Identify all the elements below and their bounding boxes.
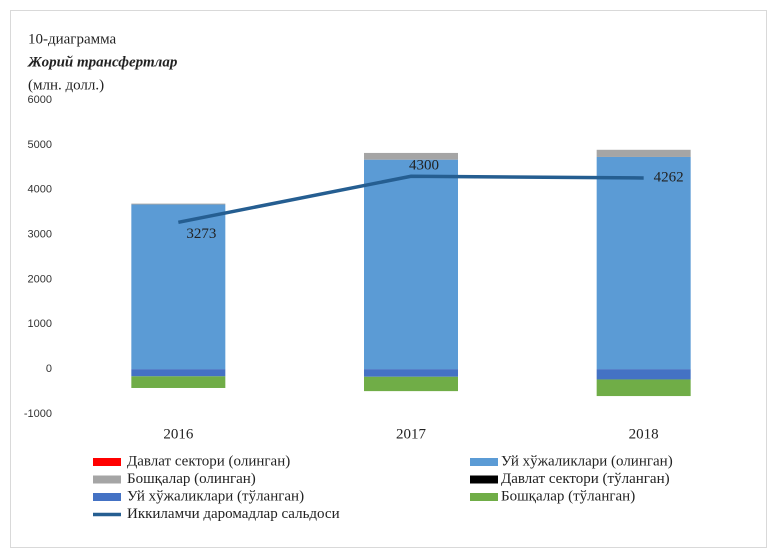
bar-segment [364, 369, 458, 377]
bar-segment [364, 152, 458, 160]
bar-segment [364, 376, 458, 392]
y-tick-label: 0 [46, 363, 52, 375]
legend-label: Уй хўжаликлари (тўланган) [127, 488, 304, 504]
bar-segment [131, 369, 226, 377]
y-tick-label: 6000 [28, 94, 52, 106]
legend-swatch [470, 475, 498, 484]
y-tick-label: 2000 [28, 273, 52, 285]
bar-segment [364, 159, 458, 370]
legend-label: Бошқалар (тўланган) [501, 488, 635, 504]
legend-swatch [93, 475, 121, 484]
legend-swatch [93, 493, 121, 501]
bar-segment [131, 376, 226, 388]
y-tick-label: 1000 [28, 318, 52, 330]
data-label: 4300 [409, 158, 439, 174]
bar-segment [596, 369, 691, 380]
line-series [177, 174, 644, 225]
y-tick-label: 4000 [28, 184, 52, 196]
x-tick-label: 2016 [163, 426, 194, 442]
legend-swatch [470, 458, 498, 466]
legend-label: Давлат сектори (олинган) [127, 453, 290, 469]
x-tick-label: 2018 [629, 426, 659, 442]
bar-segment [131, 203, 226, 205]
legend-label: Иккиламчи даромадлар сальдоси [127, 506, 340, 522]
data-label: 4262 [654, 169, 684, 185]
chart-subtitle: (млн. долл.) [28, 77, 104, 93]
bar-segment [596, 156, 691, 370]
bar-segment [596, 149, 691, 157]
y-tick-label: 5000 [28, 139, 52, 151]
legend-label: Бошқалар (олинган) [127, 471, 256, 487]
bar-segment [596, 379, 691, 397]
legend-swatch [93, 458, 121, 466]
chart-title: Жорий трансфертлар [27, 54, 178, 70]
x-tick-label: 2017 [396, 426, 427, 442]
legend-swatch [470, 493, 498, 501]
y-tick-label: -1000 [24, 408, 52, 420]
legend-label: Давлат сектори (тўланган) [501, 471, 670, 487]
legend-label: Уй хўжаликлари (олинган) [501, 453, 673, 469]
chart-caption: 10-диаграмма [28, 31, 117, 47]
y-tick-label: 3000 [28, 228, 52, 240]
data-label: 3273 [186, 226, 216, 242]
bar-segment [131, 204, 226, 370]
